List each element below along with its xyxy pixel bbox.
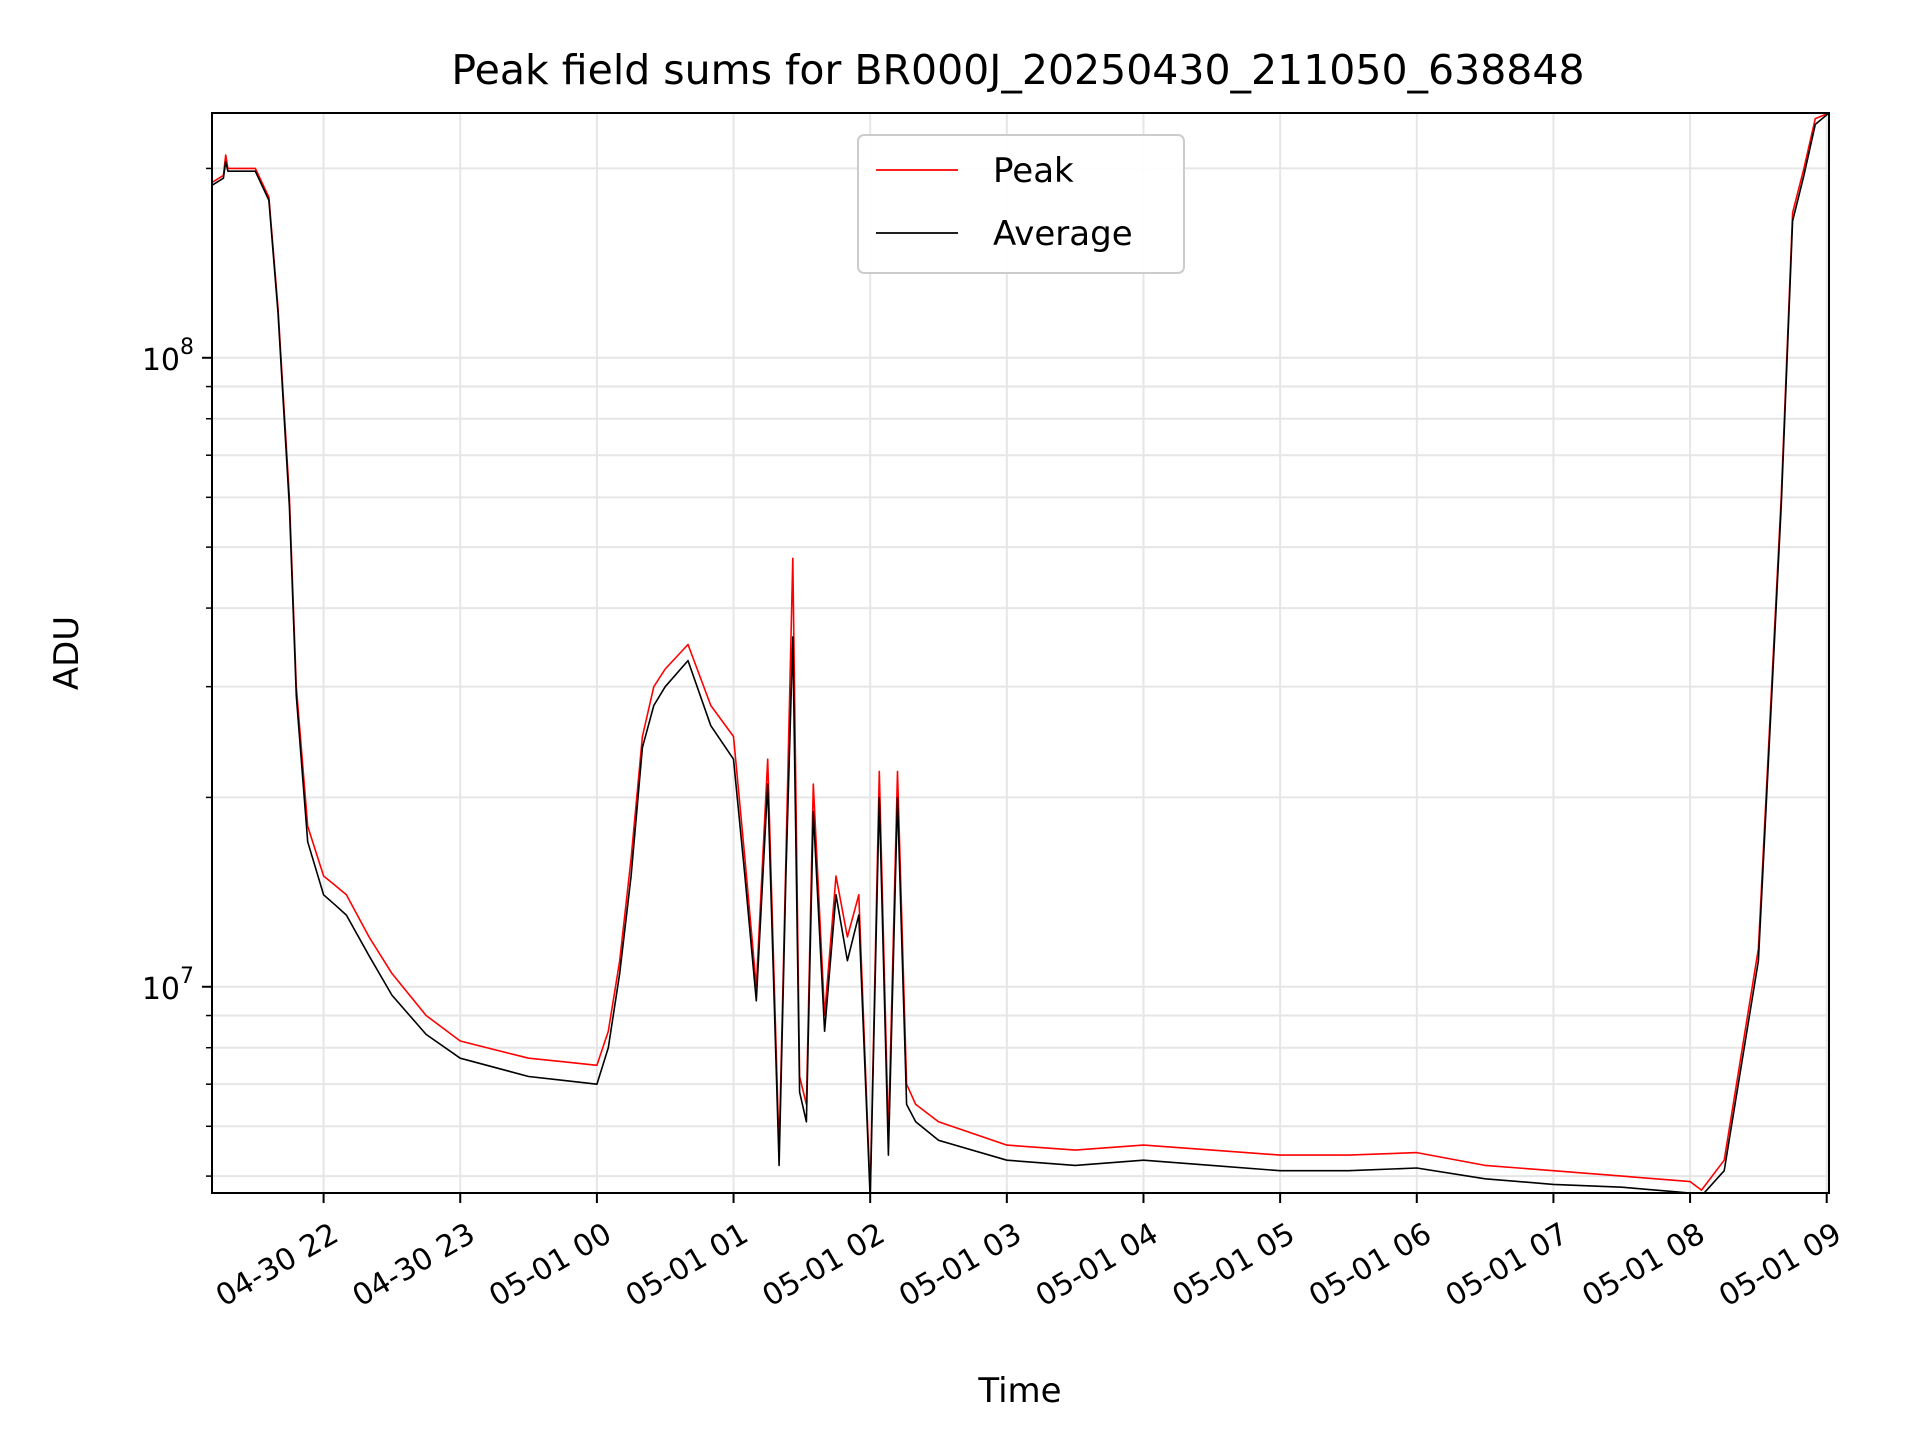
x-tick-label: 04-30 22 (210, 1216, 344, 1314)
x-tick-label: 05-01 07 (1440, 1216, 1574, 1314)
x-tick-label: 05-01 00 (483, 1216, 617, 1314)
y-tick-label: 108 (142, 335, 194, 378)
x-tick-label: 05-01 06 (1303, 1216, 1437, 1314)
y-axis-label: ADU (47, 616, 87, 690)
x-tick-label: 05-01 09 (1713, 1216, 1847, 1314)
grid (212, 113, 1829, 1193)
x-tick-label: 04-30 23 (347, 1216, 481, 1314)
y-tick-exponent: 7 (180, 964, 194, 989)
legend: Peak Average (857, 134, 1185, 274)
series-line-peak (212, 113, 1829, 1193)
x-tick-label: 05-01 03 (893, 1216, 1027, 1314)
legend-average-label: Average (993, 214, 1133, 254)
y-tick-label: 107 (142, 964, 194, 1007)
x-tick-label: 05-01 04 (1030, 1216, 1164, 1314)
x-axis: 04-30 22 04-30 23 05-01 00 05-01 01 05-01 02… (210, 1193, 1848, 1314)
y-tick-base: 10 (142, 343, 180, 378)
chart-title: Peak field sums for BR000J_20250430_2110… (451, 46, 1584, 94)
x-tick-label: 05-01 08 (1577, 1216, 1711, 1314)
y-tick-exponent: 8 (180, 335, 194, 360)
legend-peak-label: Peak (993, 151, 1074, 191)
plot-series (212, 113, 1829, 1193)
x-tick-label: 05-01 02 (757, 1216, 891, 1314)
y-tick-base: 10 (142, 972, 180, 1007)
x-tick-label: 05-01 05 (1167, 1216, 1301, 1314)
x-tick-label: 05-01 01 (620, 1216, 754, 1314)
plot-frame (211, 112, 1830, 1194)
x-axis-label: Time (977, 1371, 1061, 1411)
series-line-average (212, 113, 1829, 1193)
